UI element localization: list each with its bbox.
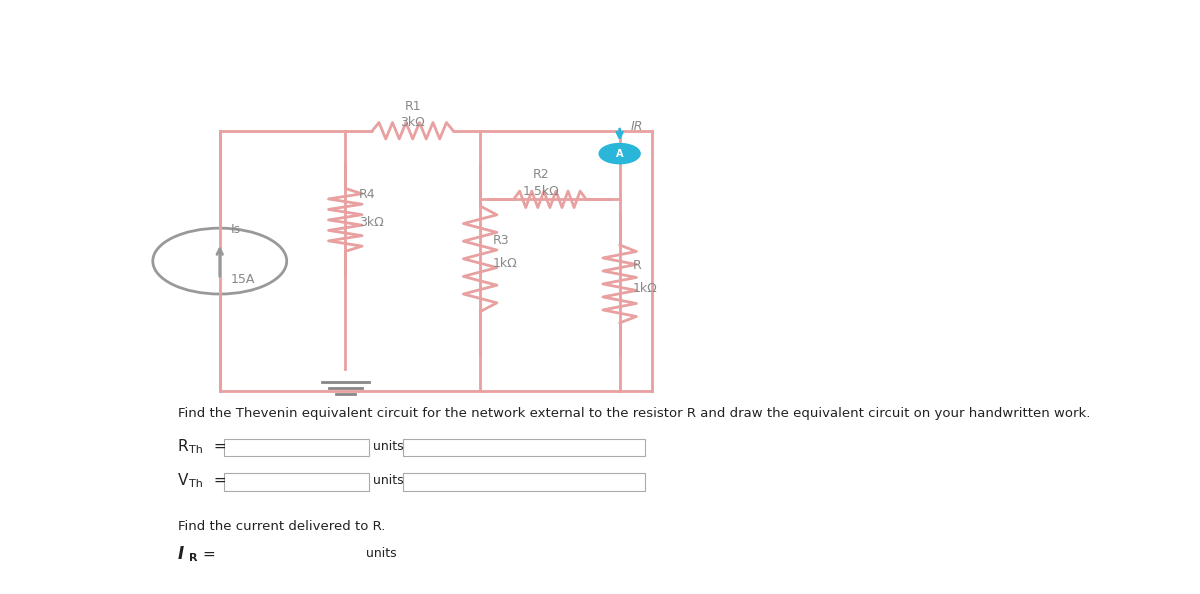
Text: 1kΩ: 1kΩ [632,282,658,295]
Text: R1: R1 [404,100,421,113]
Text: R4: R4 [359,188,376,201]
Text: units: units [373,440,404,453]
FancyBboxPatch shape [403,546,644,564]
Text: R: R [190,553,198,563]
Text: V: V [178,473,188,488]
Text: =: = [209,473,227,488]
Text: R: R [632,259,642,272]
Text: A: A [616,148,624,159]
Text: 1kΩ: 1kΩ [493,257,518,270]
Text: =: = [202,546,215,561]
Circle shape [599,144,640,164]
Text: R3: R3 [493,234,510,247]
Text: units: units [373,474,404,487]
FancyBboxPatch shape [224,473,368,491]
Text: IR: IR [631,120,643,133]
Text: I: I [178,545,184,563]
Text: Is: Is [230,223,241,236]
FancyBboxPatch shape [224,439,368,456]
Text: R: R [178,439,188,454]
FancyBboxPatch shape [217,546,361,564]
FancyBboxPatch shape [403,473,644,491]
Text: 3kΩ: 3kΩ [359,216,384,229]
Text: Th: Th [190,479,203,489]
Text: 1.5kΩ: 1.5kΩ [522,185,559,198]
Text: 3kΩ: 3kΩ [401,116,425,129]
Text: Find the Thevenin equivalent circuit for the network external to the resistor R : Find the Thevenin equivalent circuit for… [178,407,1091,421]
Text: units: units [366,547,396,560]
Text: Find the current delivered to R.: Find the current delivered to R. [178,520,385,532]
Text: 15A: 15A [230,273,256,286]
Text: R2: R2 [533,168,548,181]
Text: Th: Th [190,445,203,455]
FancyBboxPatch shape [403,439,644,456]
Text: =: = [209,439,227,454]
